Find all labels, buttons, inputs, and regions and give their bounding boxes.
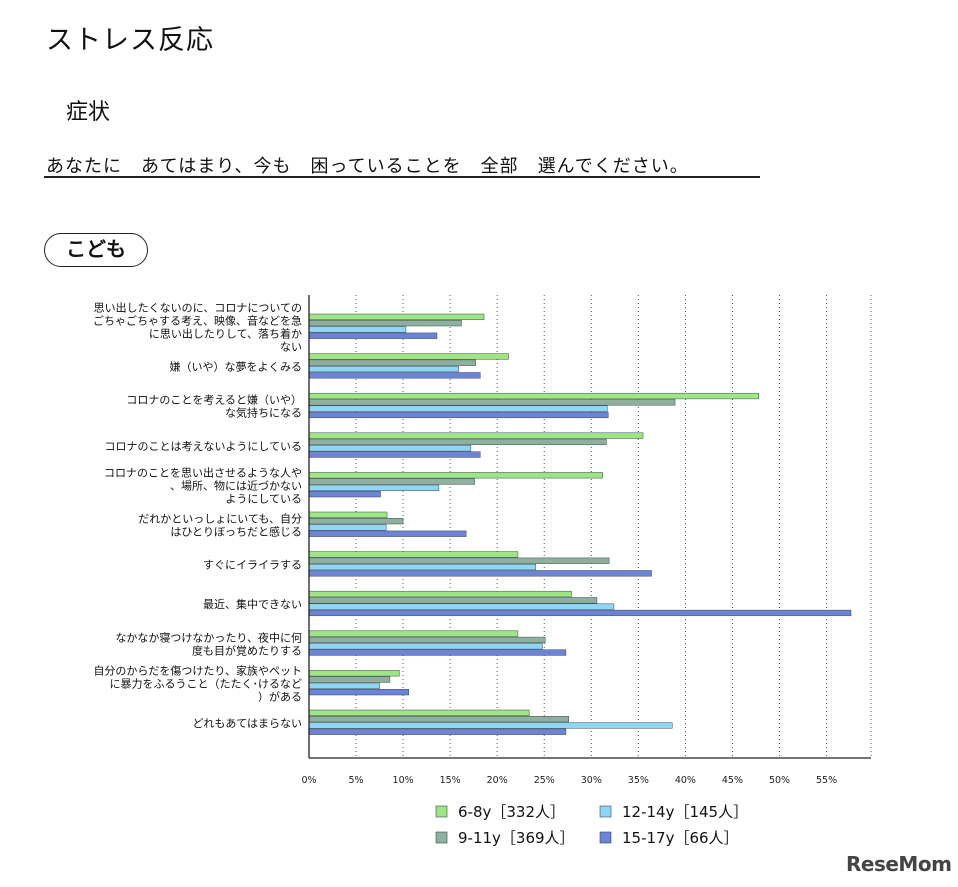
legend-label: 15-17y［66人］ — [622, 829, 739, 847]
x-tick-label: 25% — [534, 775, 555, 786]
bar — [308, 557, 610, 564]
bar — [308, 511, 388, 518]
legend-swatch — [599, 831, 612, 844]
bar — [308, 332, 438, 339]
legend-label: 9-11y［369人］ — [458, 829, 575, 847]
x-tick-label: 10% — [393, 775, 414, 786]
bar — [308, 432, 644, 439]
bar — [308, 570, 652, 577]
category-label: ようにしている — [225, 492, 302, 505]
category-label: 、場所、物には近づかない — [170, 478, 302, 492]
legend-swatch — [599, 805, 612, 818]
x-tick-label: 50% — [769, 775, 790, 786]
x-tick-label: 5% — [349, 775, 364, 786]
bar — [308, 405, 608, 412]
category-label: ない — [280, 341, 302, 354]
category-label: 最近、集中できない — [203, 597, 302, 611]
group-label-badge: こども — [44, 233, 148, 267]
category-label: コロナのことは考えないようにしている — [105, 440, 302, 453]
category-label: すぐにイライラする — [203, 559, 302, 572]
x-tick-label: 40% — [675, 775, 696, 786]
bar — [308, 478, 475, 485]
bar — [308, 643, 543, 650]
bar — [308, 689, 409, 696]
resemom-logo: ReseMom — [846, 852, 952, 876]
legend-swatch — [435, 805, 448, 818]
page-title: ストレス反応 — [46, 25, 214, 56]
category-label: コロナのことを考えると嫌（いや） — [126, 393, 302, 407]
bar — [308, 372, 481, 379]
bar — [308, 609, 852, 617]
x-tick-label: 15% — [440, 775, 461, 786]
legend-label: 6-8y［332人］ — [458, 803, 565, 821]
instruction-text: あなたに あてはまり、今も 困っていることを 全部 選んでください。 — [46, 156, 689, 177]
bar — [308, 597, 598, 604]
bar — [308, 676, 391, 683]
category-label: コロナのことを思い出させるような人や — [104, 465, 302, 479]
category-label: 度も目が覚めたりする — [192, 643, 302, 657]
bar — [308, 320, 462, 327]
category-label: に暴力をふるうこと（たたく･けるなど — [110, 677, 303, 690]
bar — [308, 524, 387, 531]
category-label: に思い出したりして、落ち着か — [149, 327, 302, 341]
category-label: 自分のからだを傷つけたり、家族やペット — [93, 663, 302, 677]
bar — [308, 716, 569, 723]
bar — [308, 326, 407, 333]
section-subtitle: 症状 — [66, 100, 111, 125]
bar — [308, 590, 572, 598]
bar — [308, 411, 609, 419]
category-label: だれかといっしょにいても、自分 — [138, 513, 302, 526]
bar — [308, 399, 676, 406]
category-label: 嫌（いや）な夢をよくみる — [170, 360, 302, 374]
bar — [308, 722, 673, 729]
bar — [308, 392, 760, 400]
bar — [308, 551, 519, 558]
bar — [308, 472, 603, 479]
category-label: ）がある — [258, 689, 302, 703]
bar — [308, 353, 509, 360]
bar — [308, 630, 519, 637]
category-label: 思い出したくないのに、コロナについての — [94, 301, 302, 315]
bar — [308, 682, 380, 689]
bar — [308, 313, 485, 320]
x-tick-label: 45% — [722, 775, 743, 786]
bar — [308, 636, 546, 644]
bar — [308, 365, 459, 373]
bar — [308, 518, 404, 525]
bar — [308, 445, 472, 452]
x-tick-label: 20% — [487, 775, 508, 786]
bar — [308, 438, 607, 446]
bar — [308, 359, 476, 366]
bar — [308, 649, 567, 656]
bar — [308, 603, 615, 610]
category-label: ごちゃごちゃする考え、映像、音などを急 — [93, 314, 302, 328]
bar — [308, 563, 537, 571]
legend-label: 12-14y［145人］ — [622, 803, 748, 821]
x-tick-label: 35% — [628, 775, 649, 786]
legend-swatch — [435, 831, 448, 844]
bar — [308, 670, 400, 677]
bar — [308, 451, 481, 458]
instruction-underline — [44, 176, 760, 178]
category-label: はひとりぼっちだと感じる — [170, 526, 302, 539]
bar — [308, 709, 530, 716]
category-label: どれもあてはまらない — [192, 717, 302, 730]
bar — [308, 728, 567, 735]
category-label: なかなか寝つけなかったり、夜中に何 — [115, 630, 302, 644]
bar — [308, 530, 467, 537]
x-tick-label: 0% — [301, 775, 316, 786]
category-label: な気持ちになる — [225, 406, 302, 420]
bar — [308, 491, 381, 498]
bar — [308, 484, 440, 491]
x-tick-label: 30% — [581, 775, 602, 786]
x-tick-label: 55% — [816, 775, 837, 786]
